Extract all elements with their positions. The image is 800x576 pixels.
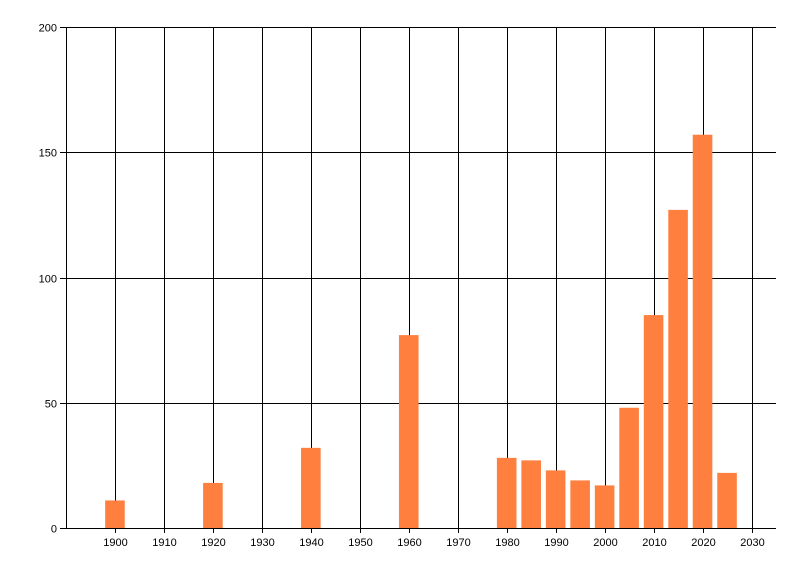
bar <box>521 460 541 528</box>
bar <box>301 447 321 528</box>
bar <box>594 485 615 528</box>
x-tick-label: 1950 <box>348 537 372 549</box>
bar <box>570 480 590 528</box>
axes <box>60 27 776 533</box>
bar <box>643 315 664 528</box>
y-tick-label: 200 <box>39 23 57 35</box>
x-tick-label: 1940 <box>299 537 323 549</box>
bar <box>668 209 688 529</box>
x-tick-label: 1910 <box>152 537 176 549</box>
y-tick-label: 50 <box>45 399 57 411</box>
x-tick-label: 1920 <box>201 537 225 549</box>
y-tick-label: 0 <box>51 524 57 536</box>
x-tick-label: 2000 <box>593 537 617 549</box>
x-tick-label: 2030 <box>740 537 764 549</box>
x-tick-label: 1900 <box>103 537 127 549</box>
bar <box>692 134 713 528</box>
y-tick-label: 150 <box>39 148 57 160</box>
x-tick-label: 1990 <box>544 537 568 549</box>
x-tick-label: 1930 <box>250 537 274 549</box>
y-tick-label: 100 <box>39 274 57 286</box>
x-tick-label: 1980 <box>495 537 519 549</box>
bar <box>717 472 737 528</box>
bar <box>619 407 639 528</box>
bars <box>105 134 737 529</box>
x-tick-label: 1960 <box>397 537 421 549</box>
x-tick-label: 2020 <box>691 537 715 549</box>
x-tick-label: 1970 <box>446 537 470 549</box>
bar <box>545 470 566 528</box>
tick-labels: 0 50 100 150 200 1900 1910 1920 1930 1940 1950 1960… <box>39 23 765 550</box>
bar <box>496 457 517 528</box>
x-tick-label: 2010 <box>642 537 666 549</box>
bar <box>398 335 419 528</box>
bar <box>105 500 125 528</box>
bar <box>203 482 223 528</box>
